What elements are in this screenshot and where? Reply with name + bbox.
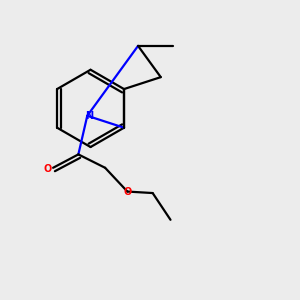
Text: N: N	[85, 111, 93, 122]
Text: O: O	[123, 187, 131, 196]
Text: O: O	[44, 164, 52, 174]
